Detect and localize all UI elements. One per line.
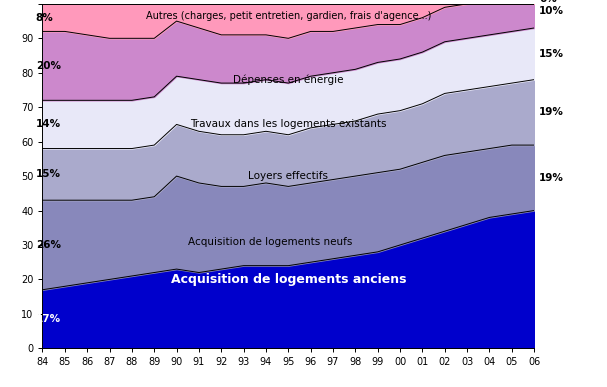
Text: Autres (charges, petit entretien, gardien, frais d'agence...): Autres (charges, petit entretien, gardie… <box>146 11 431 21</box>
Text: 14%: 14% <box>36 120 61 129</box>
Text: 20%: 20% <box>36 61 61 71</box>
Text: 8%: 8% <box>36 13 53 23</box>
Text: 15%: 15% <box>539 49 564 59</box>
Text: 26%: 26% <box>36 240 61 250</box>
Text: 10%: 10% <box>539 6 564 16</box>
Text: Travaux dans les logements existants: Travaux dans les logements existants <box>190 120 387 129</box>
Text: Acquisition de logements anciens: Acquisition de logements anciens <box>171 273 406 286</box>
Text: 17%: 17% <box>36 314 61 324</box>
Text: 6%: 6% <box>539 0 557 4</box>
Text: Dépenses en énergie: Dépenses en énergie <box>233 74 344 85</box>
Text: Acquisition de logements neufs: Acquisition de logements neufs <box>188 236 352 247</box>
Text: 19%: 19% <box>539 173 564 183</box>
Text: Loyers effectifs: Loyers effectifs <box>248 171 328 181</box>
Text: 40%: 40% <box>539 274 564 284</box>
Text: 19%: 19% <box>539 107 564 117</box>
Text: 15%: 15% <box>36 170 61 179</box>
